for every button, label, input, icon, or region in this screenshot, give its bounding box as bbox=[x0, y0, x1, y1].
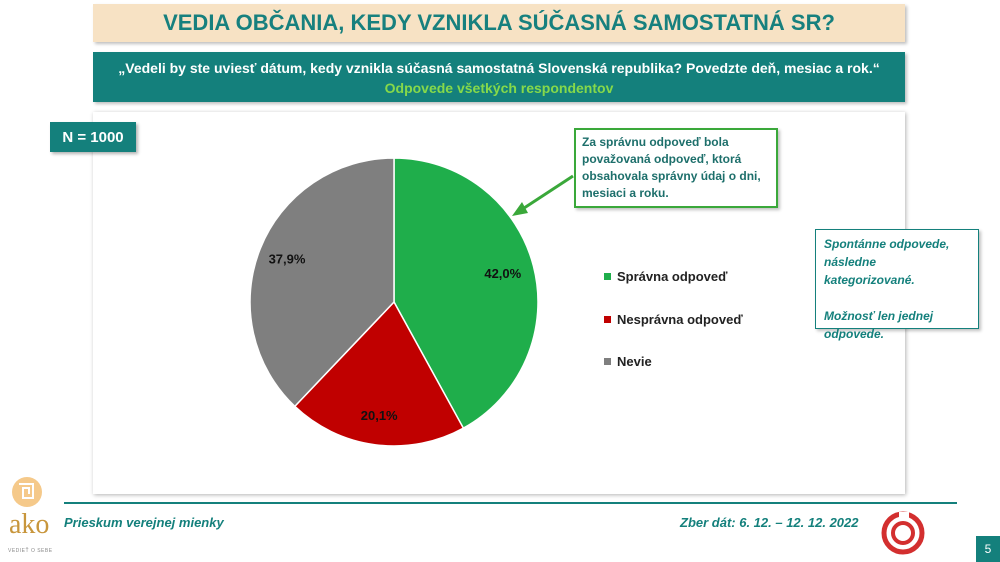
methodology-note: Spontánne odpovede, následne kategorizov… bbox=[815, 229, 979, 341]
legend-item-dont-know: Nevie bbox=[604, 354, 652, 369]
pie-data-label: 42,0% bbox=[484, 266, 521, 281]
ako-logo-icon bbox=[12, 477, 42, 507]
footer-collection-dates: Zber dát: 6. 12. – 12. 12. 2022 bbox=[680, 515, 859, 530]
legend-swatch bbox=[604, 316, 611, 323]
callout-line: považovaná odpoveď, ktorá bbox=[582, 152, 742, 166]
callout-arrow bbox=[517, 174, 574, 214]
legend-swatch bbox=[604, 273, 611, 280]
page-title: VEDIA OBČANIA, KEDY VZNIKLA SÚČASNÁ SAMO… bbox=[163, 10, 835, 35]
legend-item-correct: Správna odpoveď bbox=[604, 269, 727, 284]
callout-line: obsahovala správny údaj o dni, bbox=[582, 169, 761, 183]
question-text: „Vedeli by ste uviesť dátum, kedy vznikl… bbox=[118, 60, 880, 76]
legend-label: Nevie bbox=[617, 354, 652, 369]
callout-box: Za správnu odpoveď bola považovaná odpov… bbox=[574, 128, 778, 208]
page-number: 5 bbox=[976, 536, 1000, 562]
callout-arrowhead bbox=[512, 202, 528, 216]
legend-label: Správna odpoveď bbox=[617, 269, 728, 284]
pie-slice-correct bbox=[393, 157, 539, 430]
logo-wordmark: ako bbox=[9, 509, 50, 540]
pie-slice-dont-know bbox=[249, 157, 395, 408]
callout-line: Za správnu odpoveď bola bbox=[582, 135, 729, 149]
callout-line: mesiaci a roku. bbox=[582, 186, 669, 200]
pie-data-label: 37,9% bbox=[269, 251, 306, 266]
note-single-answer: Možnosť len jednej odpovede. bbox=[824, 309, 934, 341]
respondents-subtitle: Odpovede všetkých respondentov bbox=[384, 80, 614, 96]
title-banner: VEDIA OBČANIA, KEDY VZNIKLA SÚČASNÁ SAMO… bbox=[93, 4, 905, 42]
footer-divider bbox=[64, 502, 957, 504]
pie-data-label: 20,1% bbox=[361, 408, 398, 423]
question-banner: „Vedeli by ste uviesť dátum, kedy vznikl… bbox=[93, 52, 905, 102]
spiral-logo-icon bbox=[881, 511, 925, 555]
legend-label: Nesprávna odpoveď bbox=[617, 312, 743, 327]
sample-size-badge: N = 1000 bbox=[50, 122, 136, 152]
logo-tagline: VEDIEŤ O SEBE bbox=[8, 548, 53, 554]
legend-swatch bbox=[604, 358, 611, 365]
legend-item-incorrect: Nesprávna odpoveď bbox=[604, 312, 743, 327]
note-spontaneous: Spontánne odpovede, následne kategorizov… bbox=[824, 237, 950, 287]
footer-survey-label: Prieskum verejnej mienky bbox=[64, 515, 224, 530]
pie-slice-incorrect bbox=[293, 300, 465, 447]
